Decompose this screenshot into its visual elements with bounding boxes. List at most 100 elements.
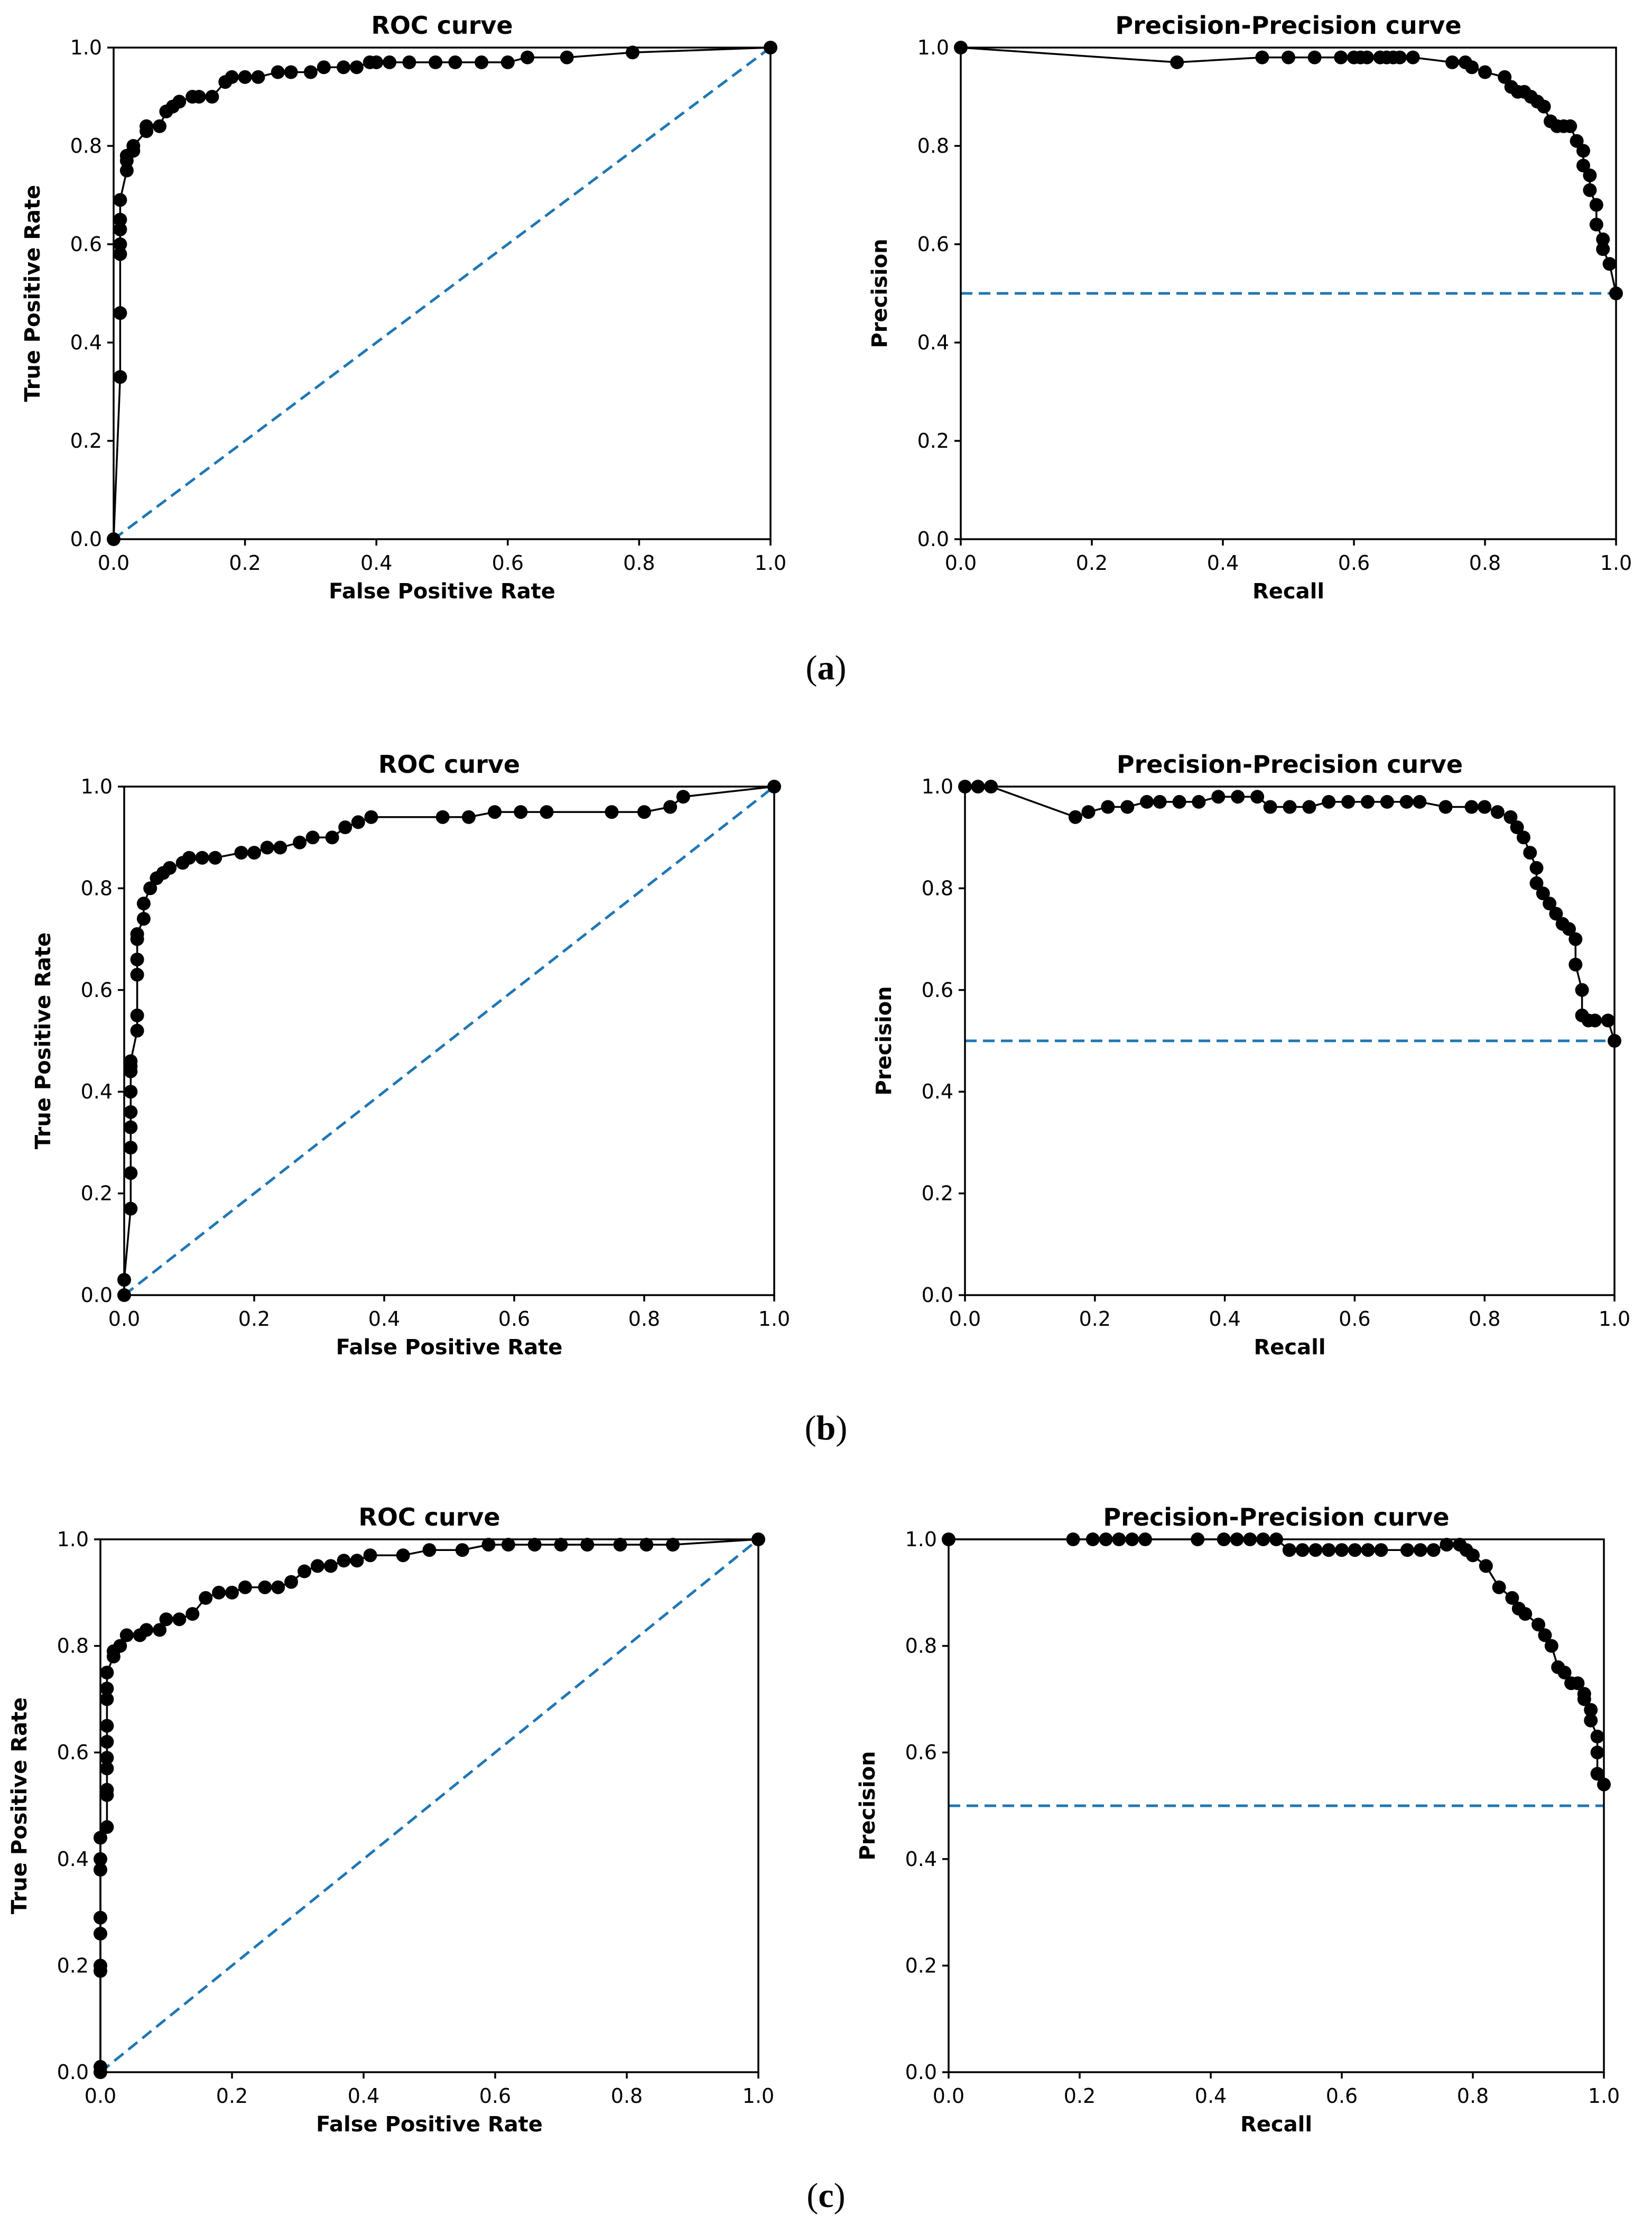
x-tick-label: 1.0 bbox=[1600, 551, 1632, 575]
x-tick-label: 0.0 bbox=[949, 1307, 981, 1331]
data-point bbox=[238, 1580, 252, 1594]
data-point bbox=[461, 810, 476, 824]
data-point bbox=[153, 119, 166, 133]
data-point bbox=[225, 70, 239, 84]
data-point bbox=[185, 1607, 200, 1621]
data-point bbox=[1399, 795, 1414, 809]
data-point bbox=[247, 846, 261, 860]
data-point bbox=[1584, 1703, 1598, 1717]
x-tick-label: 0.4 bbox=[368, 1307, 400, 1331]
data-point bbox=[100, 1820, 114, 1834]
data-point bbox=[1440, 1538, 1454, 1552]
plot-frame bbox=[99, 1538, 759, 2073]
data-point bbox=[1549, 907, 1563, 921]
data-point bbox=[323, 1559, 338, 1573]
chart-title: Precision-Precision curve bbox=[1103, 1503, 1449, 1531]
data-point bbox=[119, 163, 134, 178]
x-tick-label: 0.8 bbox=[611, 2084, 643, 2108]
chart-b-precision-recall: Precision-Precision curve 0.0 0.2 0.4 0.6 0.8… bbox=[872, 750, 1630, 1360]
data-point bbox=[136, 912, 151, 926]
chart-c-precision-recall: Precision-Precision curve 0.0 0.2 0.4 0.6 0.8… bbox=[856, 1503, 1620, 2137]
data-point bbox=[1361, 1543, 1375, 1557]
data-point bbox=[663, 800, 677, 814]
data-point bbox=[1307, 50, 1322, 64]
y-axis-label: True Positive Rate bbox=[7, 1697, 32, 1914]
data-point bbox=[369, 55, 384, 69]
plot-frame bbox=[123, 786, 775, 1296]
baseline-line bbox=[99, 1538, 759, 2073]
data-point bbox=[1426, 1543, 1441, 1557]
data-point bbox=[514, 805, 528, 819]
data-point bbox=[1569, 932, 1583, 946]
data-point bbox=[639, 1538, 654, 1552]
data-point bbox=[1438, 800, 1453, 814]
data-point bbox=[349, 60, 364, 75]
data-point bbox=[1575, 983, 1589, 997]
x-tick-label: 1.0 bbox=[1599, 1307, 1630, 1331]
data-point bbox=[337, 1554, 351, 1568]
x-axis-label: Recall bbox=[1252, 579, 1324, 604]
data-point bbox=[1413, 1543, 1427, 1557]
data-point bbox=[1406, 50, 1420, 64]
data-point bbox=[1590, 1745, 1604, 1760]
data-point bbox=[1583, 168, 1597, 182]
y-tick-label: 0.4 bbox=[922, 1080, 953, 1103]
x-tick-label: 0.4 bbox=[1209, 1307, 1240, 1331]
chart-title: ROC curve bbox=[371, 11, 513, 40]
data-point bbox=[554, 1538, 568, 1552]
data-point bbox=[1563, 119, 1577, 133]
data-point bbox=[1393, 50, 1407, 64]
x-tick-label: 1.0 bbox=[758, 1307, 790, 1331]
chart-b-roc: ROC curve 0.0 0.2 0.4 0.6 0.8 1.0 0.0 0.2 0.4 0.6 0… bbox=[31, 750, 790, 1360]
y-tick-label: 1.0 bbox=[905, 1528, 937, 1551]
data-point bbox=[305, 830, 320, 845]
data-point bbox=[580, 1538, 595, 1552]
data-point bbox=[363, 1548, 377, 1563]
x-tick-label: 1.0 bbox=[743, 2084, 774, 2108]
x-tick-label: 0.4 bbox=[1207, 551, 1239, 575]
x-tick-label: 0.6 bbox=[1326, 2084, 1358, 2108]
x-tick-label: 0.8 bbox=[1469, 551, 1501, 575]
data-point bbox=[273, 841, 287, 855]
data-point bbox=[1335, 1543, 1349, 1557]
data-point bbox=[182, 851, 196, 865]
data-point bbox=[1505, 1591, 1519, 1605]
data-point bbox=[140, 1623, 154, 1637]
data-point bbox=[676, 790, 690, 804]
data-point bbox=[317, 60, 331, 75]
y-tick-label: 0.4 bbox=[57, 1848, 89, 1871]
data-point bbox=[208, 851, 222, 865]
data-point bbox=[100, 1682, 114, 1696]
data-point bbox=[284, 1575, 298, 1589]
y-tick-label: 0.2 bbox=[57, 1954, 89, 1977]
data-point bbox=[605, 805, 619, 819]
y-tick-label: 1.0 bbox=[70, 36, 102, 59]
data-point bbox=[260, 841, 274, 855]
data-point bbox=[1498, 70, 1512, 84]
x-axis-label: Recall bbox=[1240, 2112, 1312, 2137]
data-point bbox=[1571, 1676, 1585, 1691]
y-tick-label: 0.0 bbox=[70, 528, 102, 551]
x-tick-label: 0.6 bbox=[1338, 551, 1370, 575]
x-axis-label: False Positive Rate bbox=[316, 2112, 543, 2137]
data-point bbox=[1479, 1559, 1493, 1573]
y-tick-label: 0.0 bbox=[917, 528, 949, 551]
data-point bbox=[1577, 1692, 1591, 1706]
x-axis-label: False Positive Rate bbox=[336, 1335, 563, 1360]
data-point bbox=[402, 55, 416, 69]
y-tick-label: 1.0 bbox=[57, 1528, 89, 1551]
data-point bbox=[1529, 876, 1544, 890]
data-point bbox=[1516, 830, 1530, 845]
data-point bbox=[1544, 1639, 1558, 1653]
data-point bbox=[1322, 1543, 1336, 1557]
data-point bbox=[271, 1580, 285, 1594]
data-point bbox=[140, 119, 154, 133]
data-point bbox=[1602, 257, 1617, 271]
data-point bbox=[310, 1559, 324, 1573]
data-point bbox=[100, 1719, 114, 1733]
data-point bbox=[1510, 820, 1524, 834]
data-point bbox=[1231, 790, 1245, 804]
y-tick-label: 0.0 bbox=[81, 1283, 113, 1307]
data-point bbox=[325, 830, 339, 845]
x-tick-label: 0.0 bbox=[945, 551, 977, 575]
